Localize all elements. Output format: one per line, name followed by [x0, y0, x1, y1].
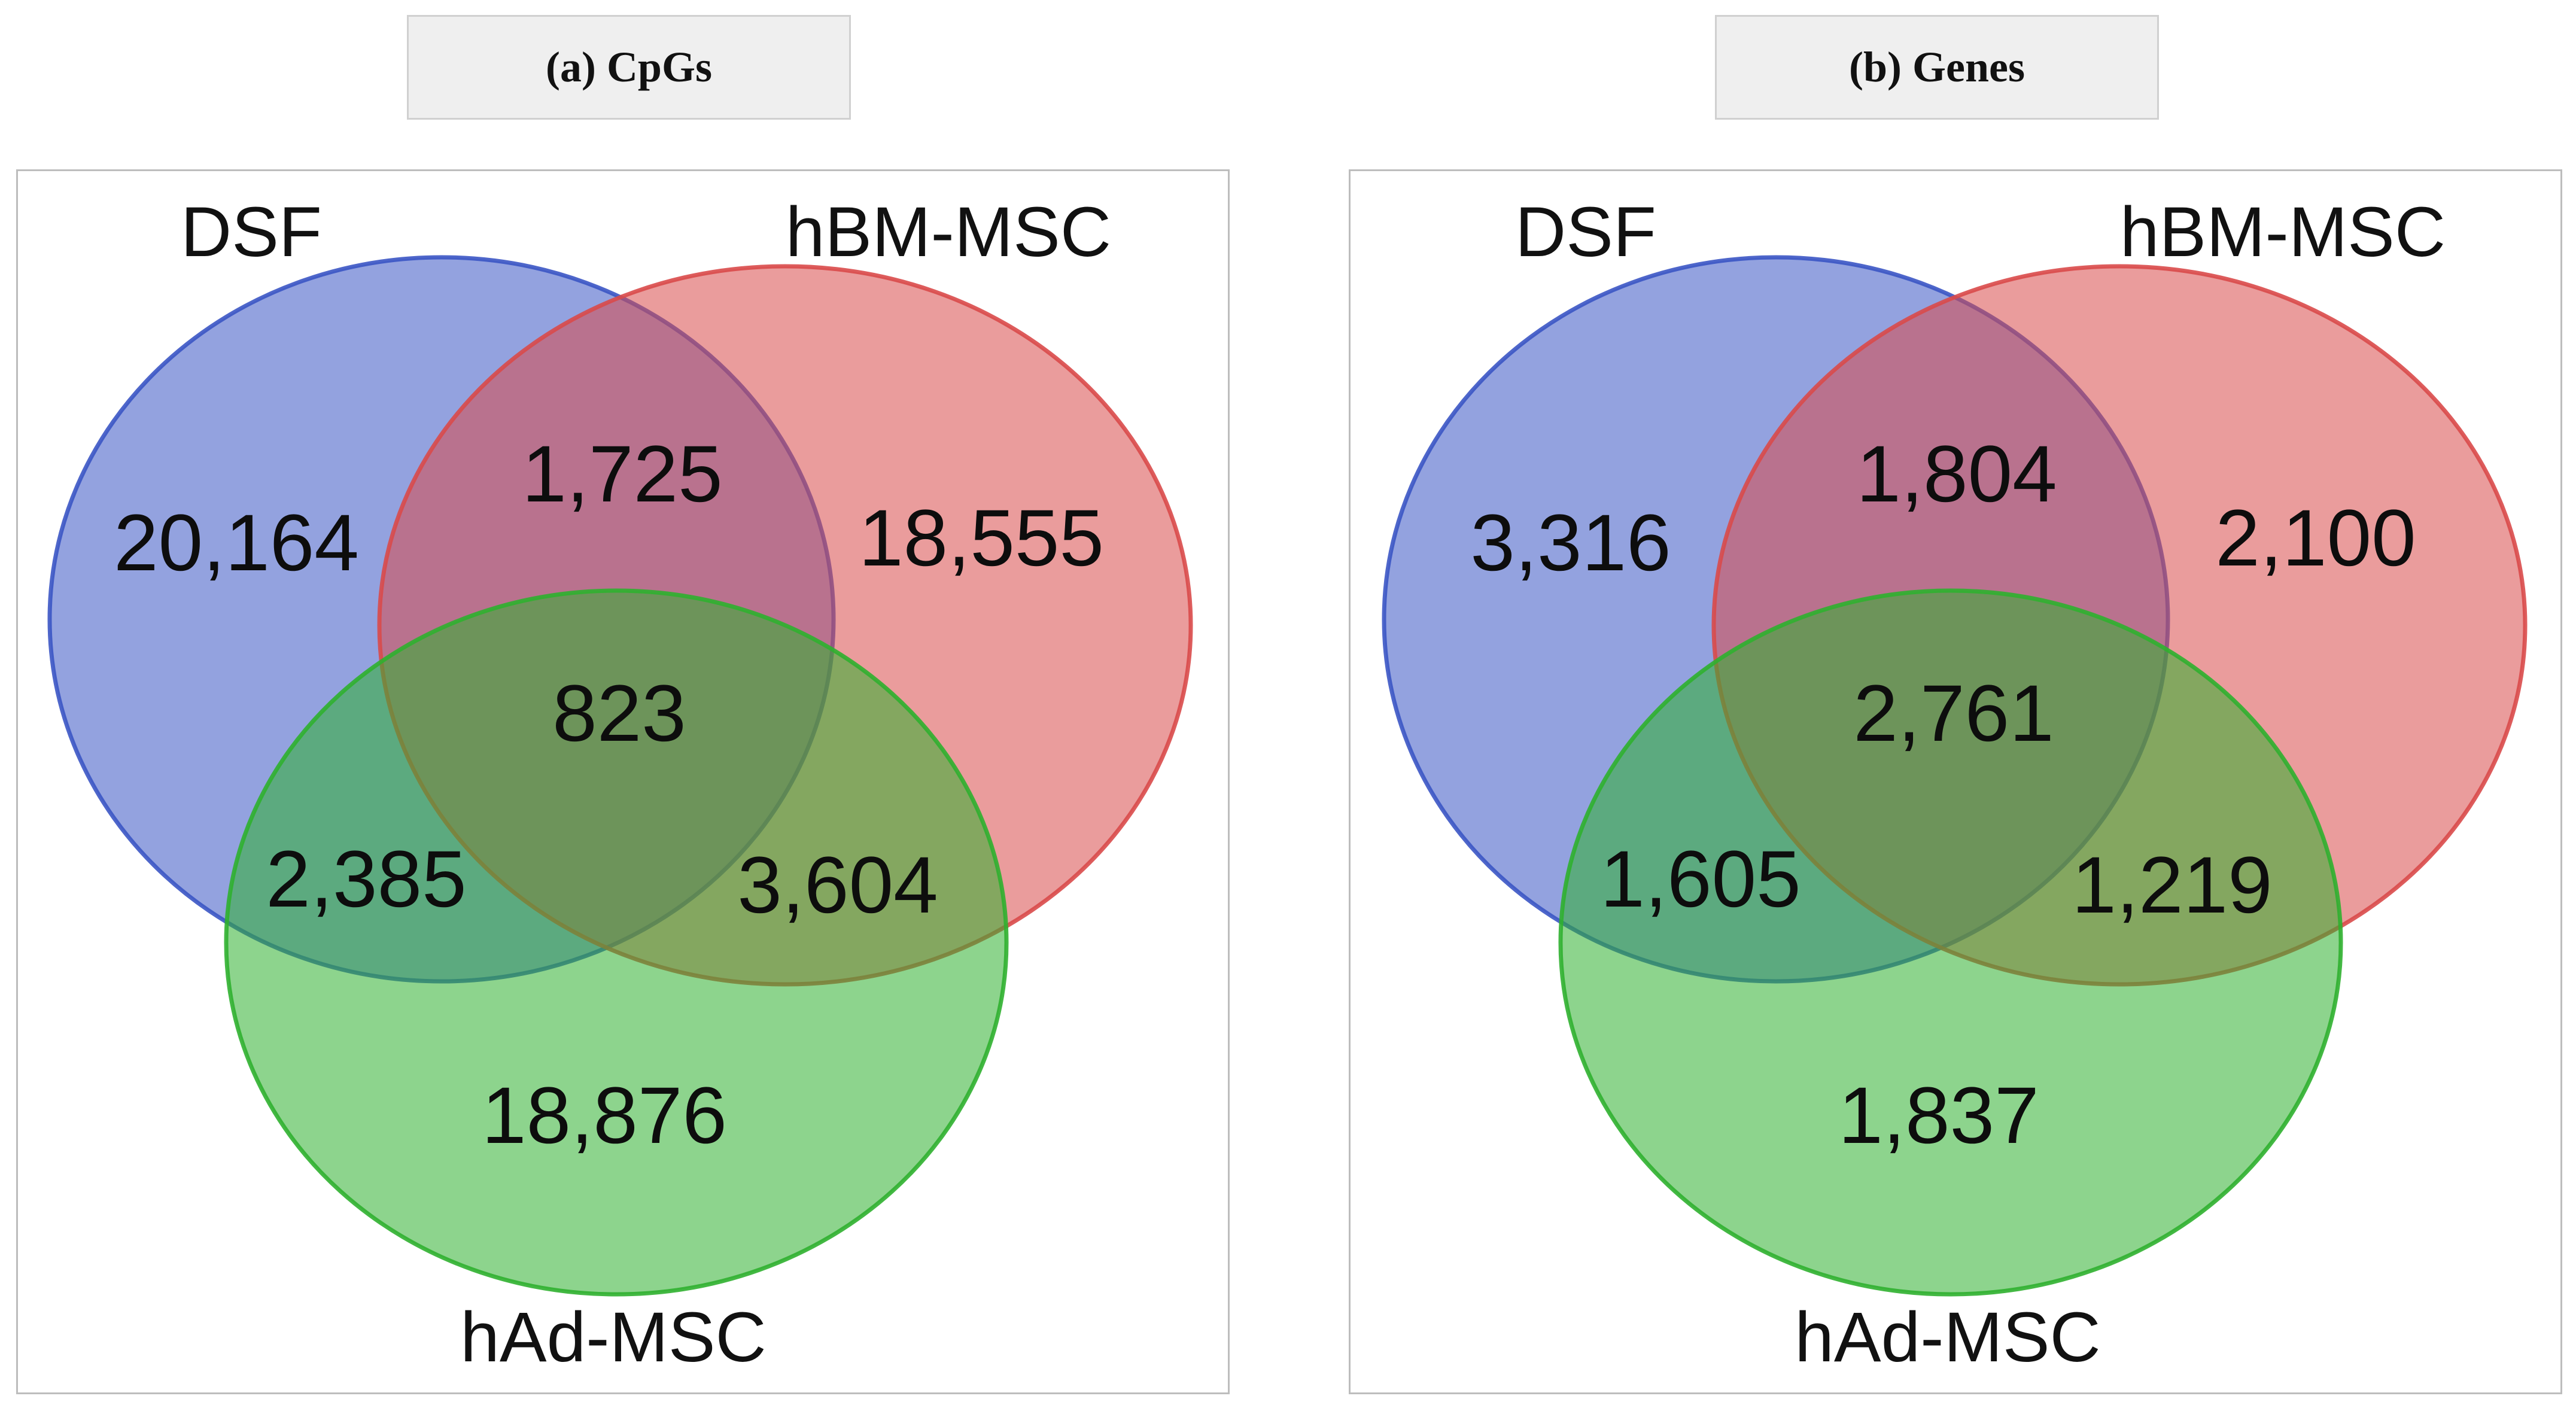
set-label-had-msc: hAd-MSC — [460, 1298, 766, 1377]
region-count-hbm-only: 18,555 — [859, 494, 1104, 583]
venn-panel-b: DSF hBM-MSC hAd-MSC 3,316 1,804 2,100 2,… — [1382, 193, 2528, 1377]
region-count-had-only: 1,837 — [1838, 1071, 2039, 1160]
region-count-hbm-had: 1,219 — [2072, 841, 2272, 930]
set-label-dsf: DSF — [181, 193, 322, 272]
venn-panel-a: DSF hBM-MSC hAd-MSC 20,164 1,725 18,555 … — [47, 193, 1193, 1377]
set-label-dsf: DSF — [1515, 193, 1656, 272]
panel-b-frame — [1349, 169, 2562, 1394]
region-count-hbm-only: 2,100 — [2215, 494, 2416, 583]
region-count-all-three: 823 — [552, 669, 686, 758]
region-count-all-three: 2,761 — [1853, 669, 2054, 758]
set-circle-had-msc — [224, 588, 1009, 1297]
panel-a-title: (a) CpGs — [407, 15, 851, 120]
region-count-had-only: 18,876 — [482, 1071, 727, 1160]
set-label-had-msc: hAd-MSC — [1795, 1298, 2100, 1377]
set-label-hbm-msc: hBM-MSC — [2120, 193, 2446, 272]
region-count-dsf-had: 1,605 — [1600, 835, 1801, 924]
set-circle-had-msc — [1558, 588, 2343, 1297]
region-count-hbm-had: 3,604 — [737, 841, 938, 930]
region-count-dsf-only: 3,316 — [1470, 498, 1671, 588]
region-count-dsf-hbm: 1,725 — [522, 430, 722, 519]
region-count-dsf-had: 2,385 — [266, 835, 466, 924]
panel-a-frame — [16, 169, 1230, 1394]
set-label-hbm-msc: hBM-MSC — [786, 193, 1111, 272]
region-count-dsf-only: 20,164 — [114, 498, 359, 588]
region-count-dsf-hbm: 1,804 — [1856, 430, 2057, 519]
panel-b-title: (b) Genes — [1715, 15, 2159, 120]
